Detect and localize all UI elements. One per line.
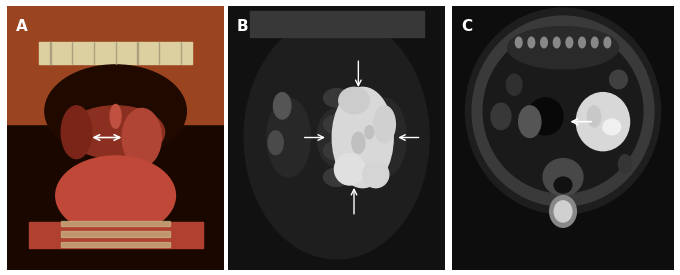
Ellipse shape (528, 98, 563, 135)
Ellipse shape (483, 29, 643, 193)
Ellipse shape (267, 98, 311, 177)
Ellipse shape (604, 37, 611, 48)
Ellipse shape (579, 37, 585, 48)
Ellipse shape (122, 108, 161, 167)
Ellipse shape (554, 37, 560, 48)
Ellipse shape (335, 153, 365, 185)
Ellipse shape (67, 106, 165, 159)
Ellipse shape (519, 106, 541, 138)
Ellipse shape (324, 168, 350, 186)
Ellipse shape (554, 177, 572, 193)
Ellipse shape (333, 87, 393, 188)
Ellipse shape (61, 106, 92, 159)
Ellipse shape (273, 93, 291, 119)
Ellipse shape (566, 37, 573, 48)
Ellipse shape (543, 159, 583, 196)
Ellipse shape (324, 141, 350, 160)
Ellipse shape (324, 89, 350, 107)
Polygon shape (39, 42, 192, 64)
Ellipse shape (609, 70, 628, 89)
Ellipse shape (362, 161, 389, 188)
Ellipse shape (110, 104, 121, 128)
Ellipse shape (362, 98, 406, 177)
Ellipse shape (324, 115, 350, 134)
Polygon shape (61, 242, 170, 247)
Ellipse shape (365, 126, 373, 139)
Ellipse shape (491, 103, 511, 130)
Polygon shape (452, 6, 674, 270)
Ellipse shape (507, 74, 522, 95)
Ellipse shape (507, 27, 619, 69)
Ellipse shape (592, 37, 598, 48)
Polygon shape (61, 221, 170, 226)
Ellipse shape (588, 106, 600, 127)
Ellipse shape (619, 155, 632, 173)
Polygon shape (7, 6, 224, 270)
Text: B: B (237, 19, 248, 34)
Ellipse shape (268, 131, 284, 155)
Ellipse shape (45, 65, 186, 157)
Polygon shape (29, 222, 203, 248)
Ellipse shape (577, 93, 630, 151)
Ellipse shape (549, 196, 577, 227)
Text: A: A (16, 19, 27, 34)
Ellipse shape (56, 156, 175, 235)
Polygon shape (61, 231, 170, 236)
Ellipse shape (466, 8, 660, 214)
Ellipse shape (603, 119, 621, 135)
Ellipse shape (472, 16, 654, 206)
Ellipse shape (244, 16, 429, 259)
Ellipse shape (317, 108, 356, 167)
Text: C: C (461, 19, 472, 34)
Polygon shape (250, 11, 424, 37)
Ellipse shape (352, 132, 365, 153)
Ellipse shape (554, 201, 572, 222)
Polygon shape (228, 6, 445, 270)
Ellipse shape (528, 37, 534, 48)
Ellipse shape (541, 37, 547, 48)
Polygon shape (7, 6, 224, 124)
Ellipse shape (339, 87, 369, 114)
Ellipse shape (373, 106, 395, 143)
Ellipse shape (515, 37, 522, 48)
